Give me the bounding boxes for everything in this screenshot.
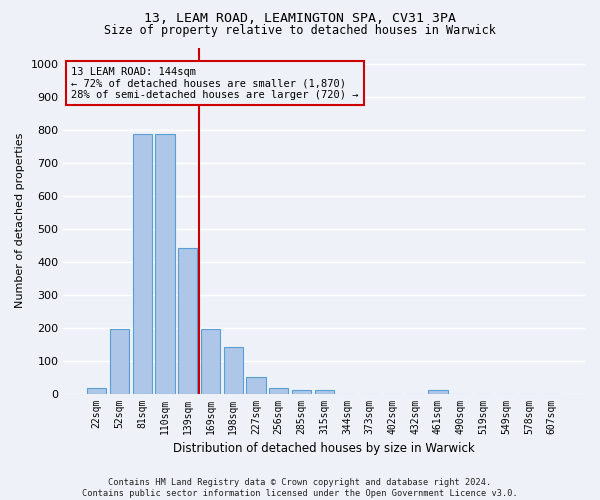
Bar <box>201 330 220 394</box>
X-axis label: Distribution of detached houses by size in Warwick: Distribution of detached houses by size … <box>173 442 475 455</box>
Bar <box>178 248 197 394</box>
Y-axis label: Number of detached properties: Number of detached properties <box>15 133 25 308</box>
Bar <box>247 377 266 394</box>
Text: 13, LEAM ROAD, LEAMINGTON SPA, CV31 3PA: 13, LEAM ROAD, LEAMINGTON SPA, CV31 3PA <box>144 12 456 26</box>
Bar <box>292 390 311 394</box>
Text: Size of property relative to detached houses in Warwick: Size of property relative to detached ho… <box>104 24 496 37</box>
Bar <box>428 390 448 394</box>
Bar <box>269 388 289 394</box>
Bar <box>155 134 175 394</box>
Text: Contains HM Land Registry data © Crown copyright and database right 2024.
Contai: Contains HM Land Registry data © Crown c… <box>82 478 518 498</box>
Bar <box>110 328 129 394</box>
Bar <box>87 388 106 394</box>
Bar <box>133 134 152 394</box>
Text: 13 LEAM ROAD: 144sqm
← 72% of detached houses are smaller (1,870)
28% of semi-de: 13 LEAM ROAD: 144sqm ← 72% of detached h… <box>71 66 359 100</box>
Bar <box>314 390 334 394</box>
Bar <box>224 348 243 394</box>
